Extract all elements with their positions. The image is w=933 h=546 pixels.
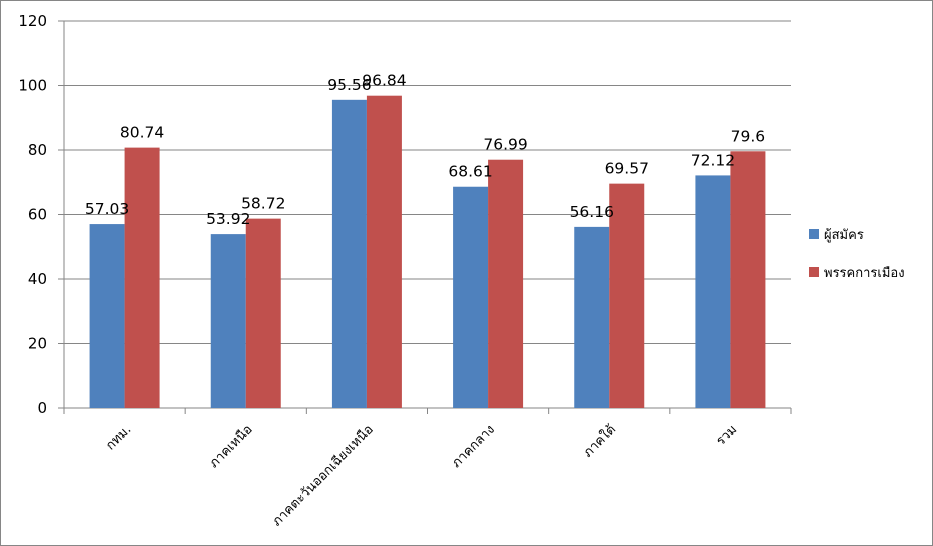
data-label: 53.92 xyxy=(206,210,250,228)
legend-label: พรรคการเมือง xyxy=(824,265,905,281)
bar xyxy=(366,95,402,408)
bar xyxy=(488,159,524,408)
bar xyxy=(331,99,367,408)
data-label: 56.16 xyxy=(570,203,614,221)
data-label: 69.57 xyxy=(605,160,649,178)
y-tick-label: 60 xyxy=(28,206,47,224)
data-label: 96.84 xyxy=(362,72,406,90)
data-label: 76.99 xyxy=(483,136,527,154)
x-tick-label: ภาคตะวันออกเฉียงเหนือ xyxy=(269,422,377,530)
x-tick-label: ภาคใต้ xyxy=(580,422,619,461)
bar xyxy=(89,224,125,408)
data-label: 95.56 xyxy=(327,76,371,94)
data-label: 58.72 xyxy=(241,195,285,213)
y-tick-label: 80 xyxy=(28,141,47,159)
y-tick-label: 120 xyxy=(18,12,47,30)
legend-swatch xyxy=(809,267,819,277)
data-label: 80.74 xyxy=(120,124,164,142)
data-labels: 57.03 53.92 95.56 68.61 56.16 72.12 80.74 58.72… xyxy=(85,72,765,228)
category-labels: กทม. ภาคเหนือ ภาคตะวันออกเฉียงเหนือ ภาคกลาง… xyxy=(103,422,740,530)
axes: 0 20 40 60 80 100 120 xyxy=(18,12,792,417)
x-tick-label: ภาคกลาง xyxy=(449,422,498,471)
data-label: 72.12 xyxy=(691,151,735,169)
bar xyxy=(453,186,489,408)
x-tick-label: กทม. xyxy=(103,422,134,453)
x-tick-label: ภาคเหนือ xyxy=(206,422,256,472)
bar xyxy=(730,151,766,409)
bar xyxy=(124,147,160,408)
y-tick-label: 0 xyxy=(37,399,47,417)
y-tick-label: 20 xyxy=(28,335,47,353)
bar xyxy=(245,218,281,408)
bar xyxy=(574,226,610,408)
data-label: 79.6 xyxy=(731,127,766,145)
bar xyxy=(210,234,246,408)
x-tick-label: รวม xyxy=(713,422,740,449)
gridlines xyxy=(64,20,791,344)
data-label: 57.03 xyxy=(85,200,129,218)
data-label: 68.61 xyxy=(448,163,492,181)
legend-label: ผู้สมัคร xyxy=(824,228,864,243)
bars xyxy=(89,95,766,409)
legend-swatch xyxy=(809,229,819,239)
y-tick-label: 100 xyxy=(18,77,47,95)
y-tick-label: 40 xyxy=(28,270,47,288)
bar xyxy=(609,183,645,408)
bar xyxy=(695,175,731,408)
